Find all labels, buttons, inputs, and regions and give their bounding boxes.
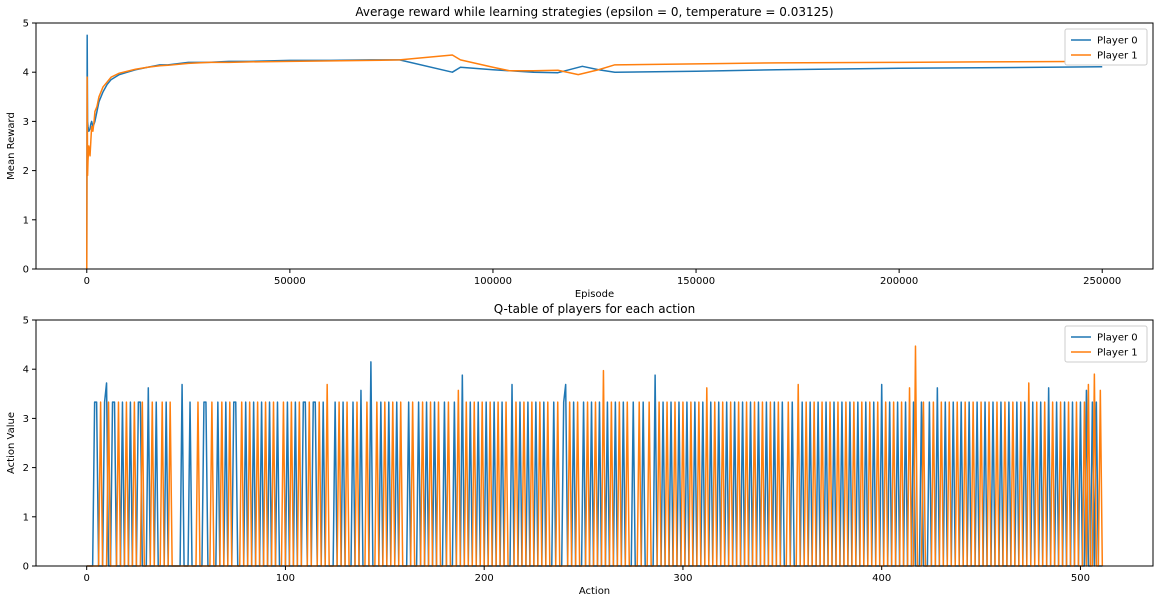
x-tick-label: 250000 (1083, 276, 1121, 287)
legend-entry-1: Player 1 (1097, 348, 1138, 359)
x-axis-label: Episode (575, 289, 614, 300)
legend-entry-1: Player 1 (1097, 51, 1138, 62)
y-tick-label: 5 (23, 19, 29, 30)
y-tick-label: 5 (23, 316, 29, 327)
y-tick-label: 2 (23, 463, 29, 474)
x-tick-label: 50000 (274, 276, 306, 287)
y-tick-label: 4 (23, 365, 29, 376)
chart-title: Average reward while learning strategies… (355, 5, 833, 19)
x-tick-label: 150000 (677, 276, 715, 287)
series-line-1 (86, 345, 1104, 567)
series-line-1 (86, 54, 1103, 270)
x-tick-label: 100 (276, 573, 295, 584)
x-tick-label: 300 (673, 573, 692, 584)
y-tick-label: 0 (23, 265, 29, 276)
y-tick-label: 4 (23, 68, 29, 79)
chart-0: Average reward while learning strategies… (6, 5, 1154, 300)
y-tick-label: 3 (23, 414, 29, 425)
legend-entry-0: Player 0 (1097, 333, 1138, 344)
x-tick-label: 500 (1071, 573, 1090, 584)
x-tick-label: 200000 (880, 276, 918, 287)
x-tick-label: 100000 (474, 276, 512, 287)
legend-box (1064, 325, 1148, 363)
y-axis-label: Mean Reward (6, 112, 17, 180)
legend: Player 0 Player 1 (1064, 325, 1148, 363)
legend: Player 0 Player 1 (1064, 28, 1148, 66)
x-axis-label: Action (579, 586, 610, 597)
y-tick-label: 1 (23, 512, 29, 523)
plot-frame (35, 319, 1154, 567)
x-tick-label: 0 (83, 573, 89, 584)
legend-box (1064, 28, 1148, 66)
x-tick-label: 200 (475, 573, 494, 584)
chart-title: Q-table of players for each action (494, 302, 696, 316)
legend-entry-0: Player 0 (1097, 36, 1138, 47)
y-tick-label: 2 (23, 166, 29, 177)
x-tick-label: 0 (84, 276, 90, 287)
y-tick-label: 0 (23, 562, 29, 573)
y-tick-label: 3 (23, 117, 29, 128)
plot-frame (35, 22, 1154, 270)
y-axis-label: Action Value (6, 412, 17, 474)
x-tick-label: 400 (872, 573, 891, 584)
y-tick-label: 1 (23, 215, 29, 226)
